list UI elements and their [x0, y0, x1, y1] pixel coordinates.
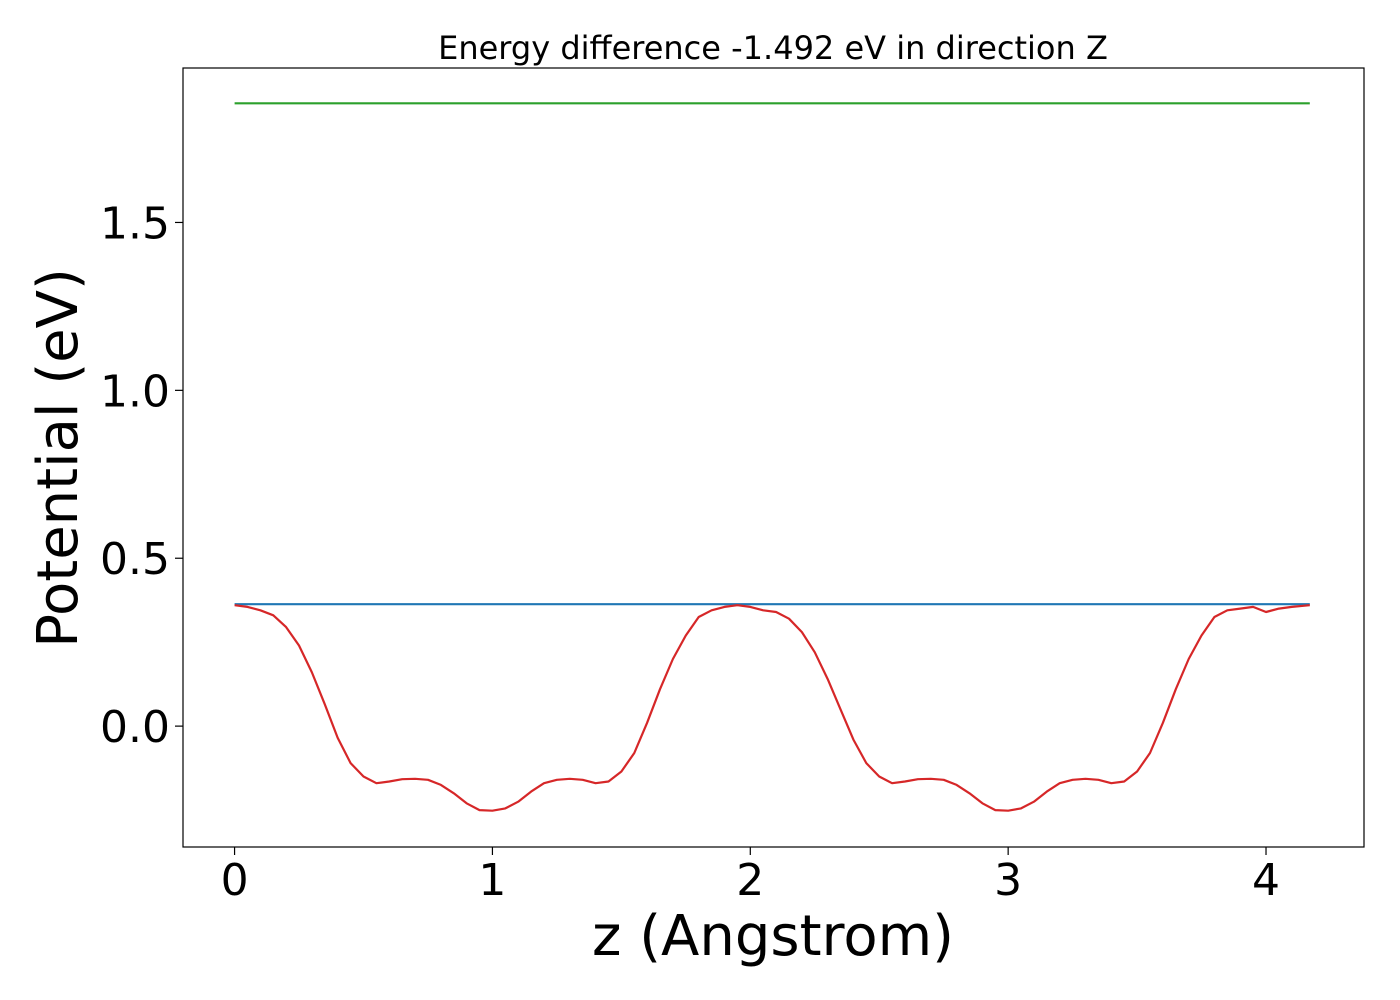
- series-layer: [234, 102, 1310, 812]
- plot-frame: [182, 67, 1365, 848]
- series-line-2: [234, 604, 1310, 812]
- y-tick-label: 0.0: [100, 702, 170, 753]
- y-tick-label: 1.5: [100, 198, 170, 249]
- x-tick-label: 1: [478, 855, 506, 906]
- chart-title: Energy difference -1.492 eV in direction…: [438, 29, 1108, 67]
- y-tick-label: 1.0: [100, 366, 170, 417]
- y-axis-ticks: 0.0 0.5 1.0 1.5: [100, 198, 183, 753]
- y-axis-label: Potential (eV): [26, 268, 91, 648]
- x-axis-ticks: 0 1 2 3 4: [221, 847, 1280, 906]
- x-tick-label: 2: [736, 855, 764, 906]
- x-tick-label: 4: [1252, 855, 1280, 906]
- y-tick-label: 0.5: [100, 534, 170, 585]
- x-axis-label: z (Angstrom): [592, 904, 954, 969]
- x-tick-label: 0: [221, 855, 249, 906]
- x-tick-label: 3: [994, 855, 1022, 906]
